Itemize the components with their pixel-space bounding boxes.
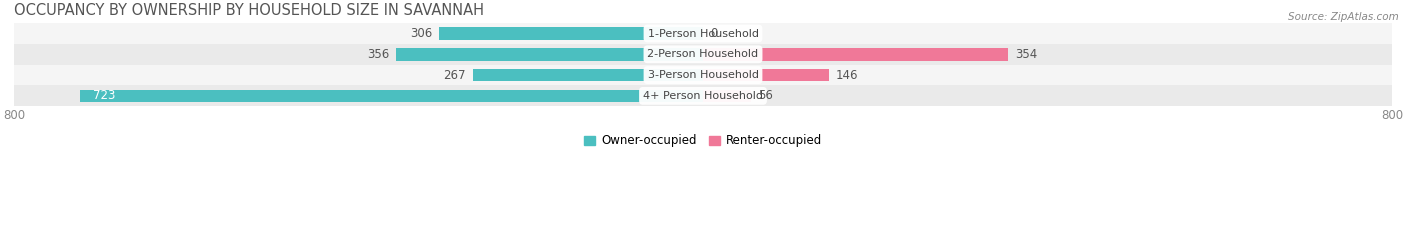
Bar [80, 90, 703, 102]
Bar [440, 27, 703, 40]
Bar [14, 44, 1392, 65]
Bar [14, 23, 1392, 44]
Text: 356: 356 [367, 48, 389, 61]
Text: 146: 146 [835, 69, 858, 82]
Text: 723: 723 [93, 89, 115, 102]
Bar [703, 48, 1008, 61]
Text: 0: 0 [710, 27, 717, 40]
Bar [14, 86, 1392, 106]
Text: 56: 56 [758, 89, 773, 102]
Text: 354: 354 [1015, 48, 1038, 61]
Bar [703, 90, 751, 102]
Bar [396, 48, 703, 61]
Bar [703, 69, 828, 81]
Text: 2-Person Household: 2-Person Household [647, 49, 759, 59]
Bar [14, 65, 1392, 86]
Text: Source: ZipAtlas.com: Source: ZipAtlas.com [1288, 12, 1399, 22]
Text: 306: 306 [411, 27, 433, 40]
Text: 267: 267 [444, 69, 467, 82]
Text: 1-Person Household: 1-Person Household [648, 28, 758, 38]
Text: 4+ Person Household: 4+ Person Household [643, 91, 763, 101]
Text: 3-Person Household: 3-Person Household [648, 70, 758, 80]
Text: OCCUPANCY BY OWNERSHIP BY HOUSEHOLD SIZE IN SAVANNAH: OCCUPANCY BY OWNERSHIP BY HOUSEHOLD SIZE… [14, 3, 484, 18]
Legend: Owner-occupied, Renter-occupied: Owner-occupied, Renter-occupied [579, 130, 827, 152]
Bar [472, 69, 703, 81]
